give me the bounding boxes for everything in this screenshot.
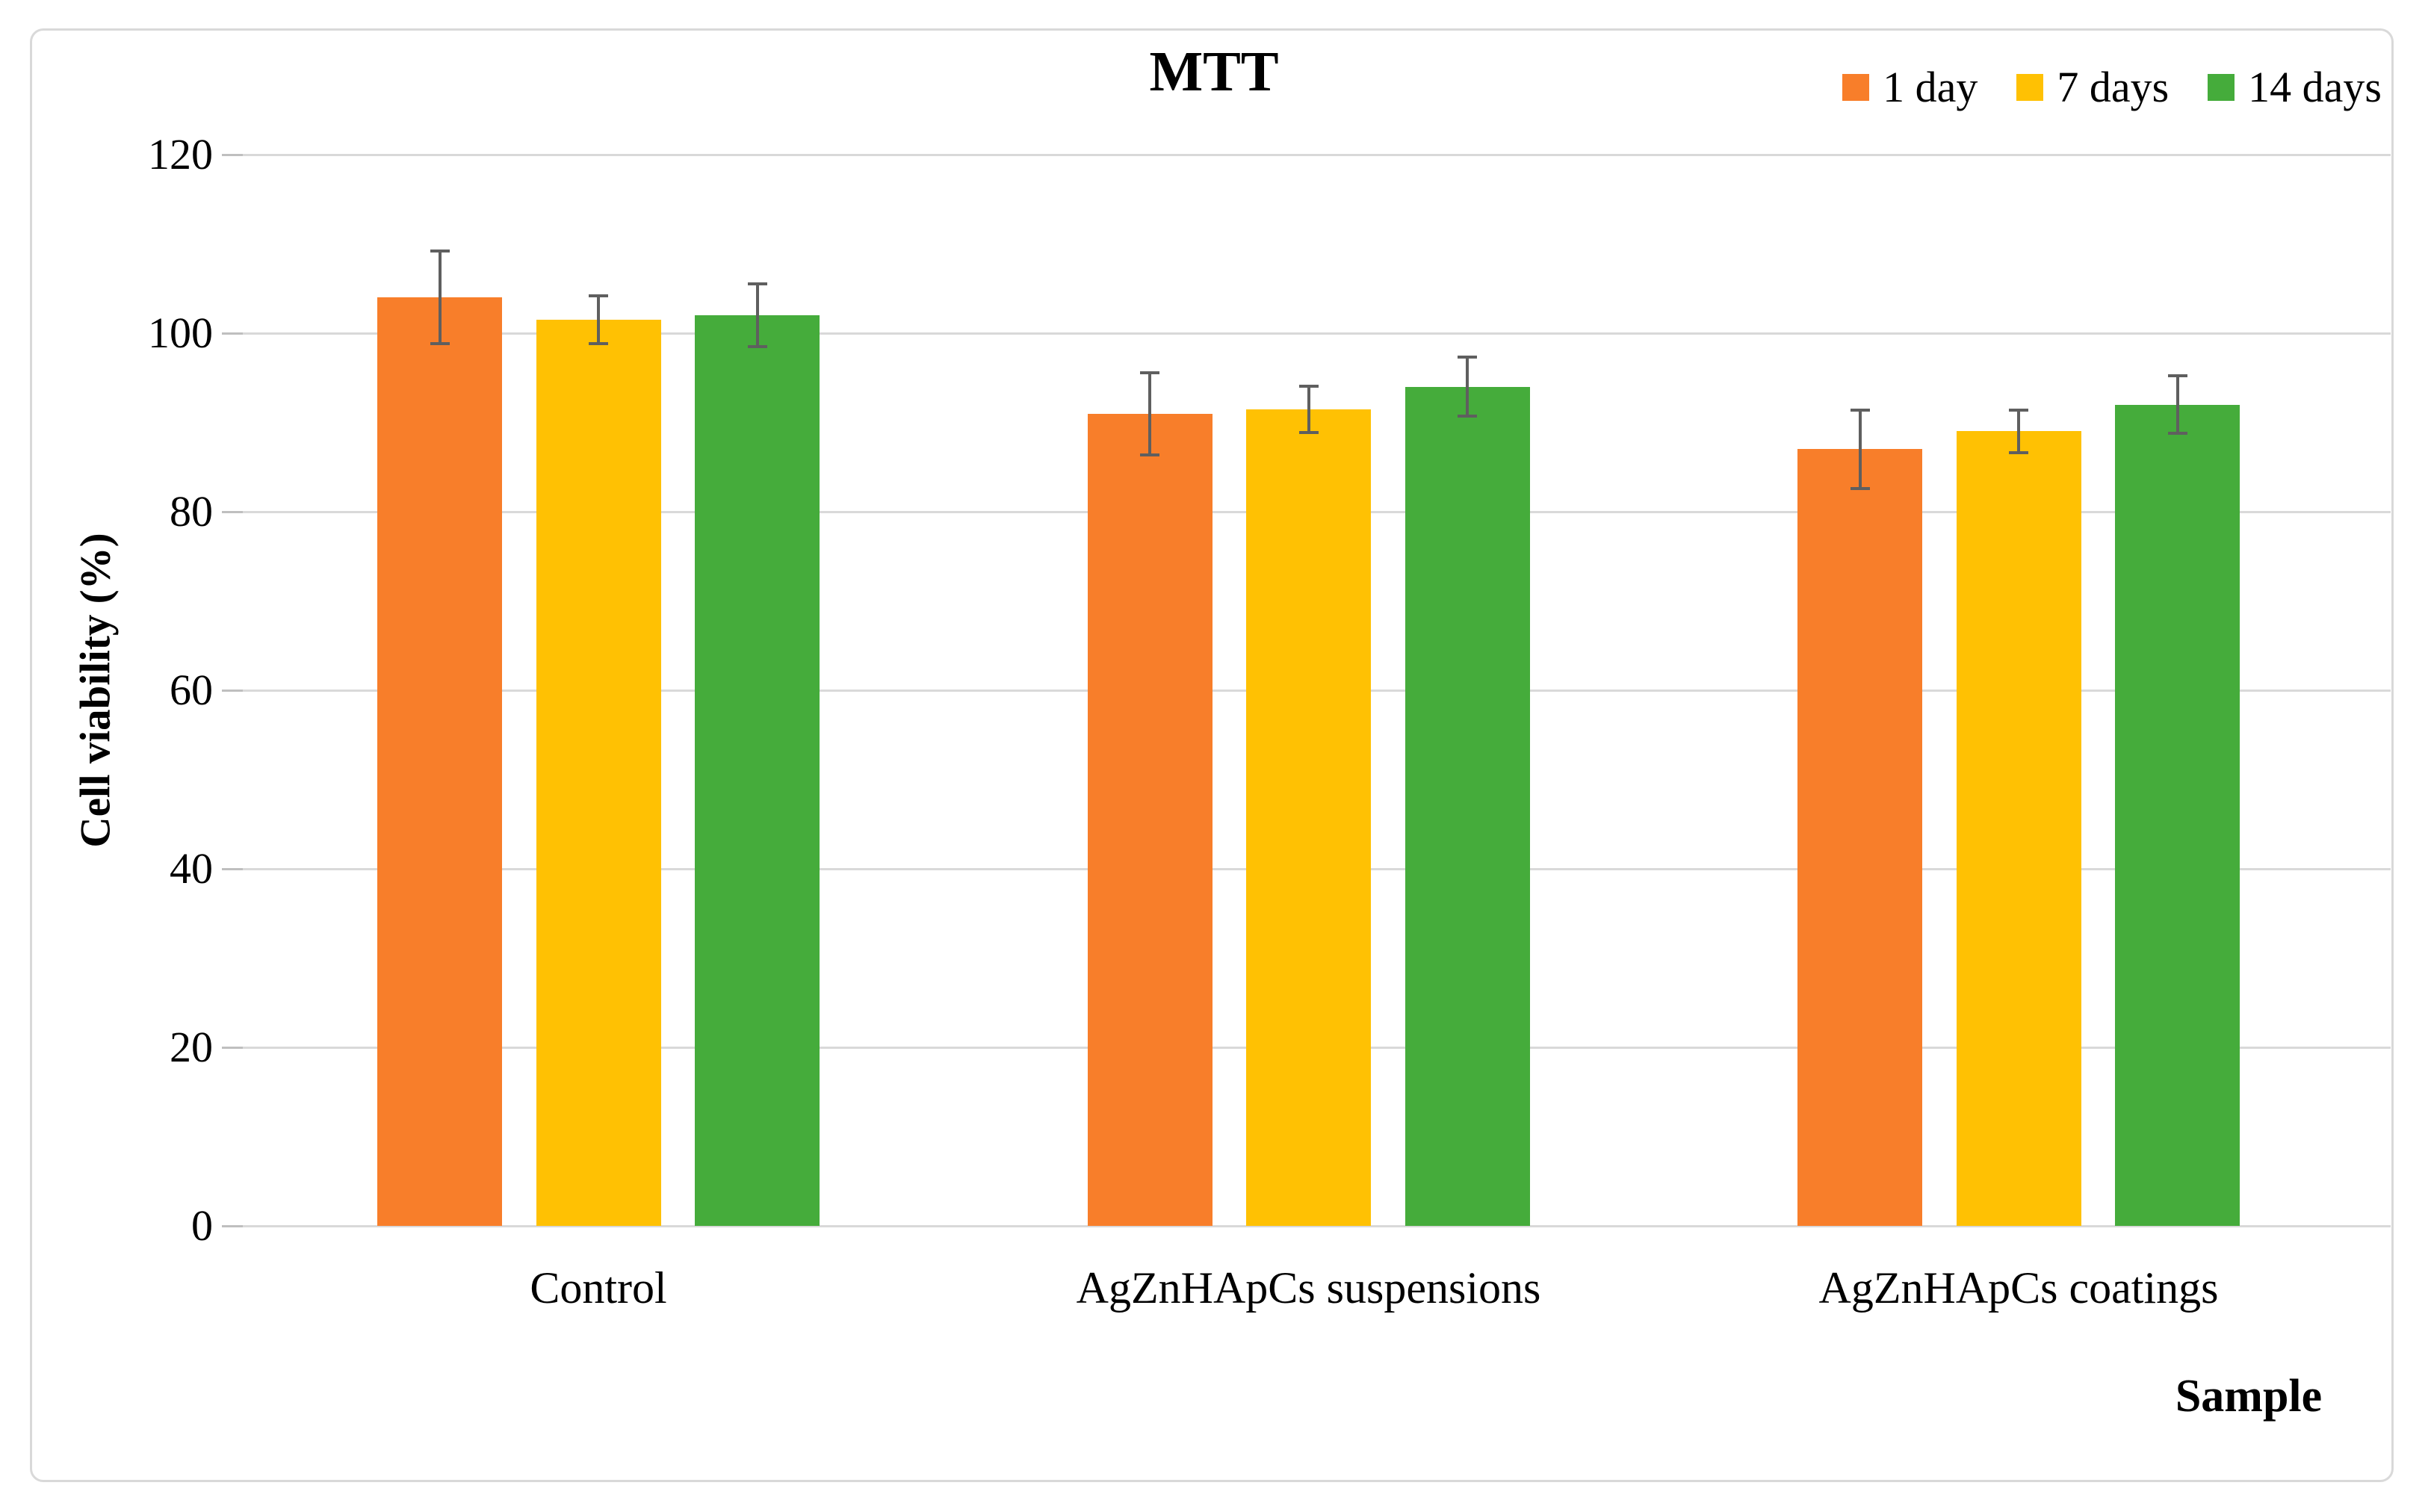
x-axis-category-label-agznhapcs-suspensions: AgZnHApCs suspensions <box>1076 1263 1541 1313</box>
y-axis-tick-mark-0 <box>222 1225 243 1227</box>
y-axis-tick-mark-120 <box>222 154 243 156</box>
bar-agznhapcs-suspensions-1-day <box>1088 414 1213 1226</box>
y-axis-tick-label-20: 20 <box>170 1023 213 1071</box>
error-bar-bottom-cap-control-14-days <box>748 345 767 348</box>
bar-agznhapcs-suspensions-14-days <box>1405 387 1530 1226</box>
legend-label-14-days: 14 days <box>2248 63 2382 111</box>
chart-title: MTT <box>1149 40 1279 103</box>
error-bar-top-cap-agznhapcs-suspensions-7-days <box>1299 385 1319 388</box>
error-bar-bottom-cap-agznhapcs-suspensions-7-days <box>1299 431 1319 434</box>
y-axis-tick-label-60: 60 <box>170 666 213 714</box>
error-bar-agznhapcs-suspensions-1-day <box>1148 373 1151 455</box>
error-bar-bottom-cap-control-7-days <box>589 342 608 345</box>
error-bar-top-cap-agznhapcs-suspensions-1-day <box>1140 371 1159 374</box>
y-axis-tick-mark-100 <box>222 332 243 335</box>
error-bar-agznhapcs-coatings-7-days <box>2017 410 2020 453</box>
y-axis-tick-mark-60 <box>222 690 243 692</box>
legend-swatch-7-days <box>2016 74 2044 101</box>
y-axis-tick-label-100: 100 <box>148 309 213 357</box>
chart-border-frame <box>30 28 2394 1482</box>
x-axis-title: Sample <box>2175 1371 2323 1422</box>
legend-item-1-day: 1 day <box>1842 66 1978 109</box>
legend-label-7-days: 7 days <box>2057 63 2170 111</box>
legend-item-7-days: 7 days <box>2016 66 2169 109</box>
bar-control-14-days <box>695 315 820 1226</box>
legend-item-14-days: 14 days <box>2208 66 2382 109</box>
gridline-0 <box>243 1225 2391 1227</box>
error-bar-top-cap-agznhapcs-coatings-7-days <box>2009 409 2028 412</box>
legend-swatch-1-day <box>1842 74 1870 101</box>
x-axis-category-label-agznhapcs-coatings: AgZnHApCs coatings <box>1818 1263 2219 1313</box>
y-axis-tick-mark-40 <box>222 868 243 870</box>
error-bar-agznhapcs-coatings-1-day <box>1859 410 1862 489</box>
error-bar-bottom-cap-control-1-day <box>430 342 450 345</box>
x-axis-category-label-control: Control <box>530 1263 667 1313</box>
error-bar-bottom-cap-agznhapcs-suspensions-1-day <box>1140 453 1159 456</box>
error-bar-top-cap-control-7-days <box>589 294 608 297</box>
legend-swatch-14-days <box>2208 74 2235 101</box>
error-bar-top-cap-control-14-days <box>748 282 767 285</box>
error-bar-bottom-cap-agznhapcs-coatings-7-days <box>2009 451 2028 454</box>
bar-agznhapcs-coatings-7-days <box>1957 431 2081 1226</box>
y-axis-tick-mark-80 <box>222 511 243 513</box>
error-bar-bottom-cap-agznhapcs-coatings-1-day <box>1851 487 1870 490</box>
bar-agznhapcs-suspensions-7-days <box>1246 409 1371 1226</box>
y-axis-tick-label-120: 120 <box>148 130 213 179</box>
error-bar-bottom-cap-agznhapcs-suspensions-14-days <box>1458 415 1477 418</box>
bar-control-7-days <box>536 320 661 1226</box>
error-bar-bottom-cap-agznhapcs-coatings-14-days <box>2168 432 2187 435</box>
gridline-120 <box>243 154 2391 156</box>
y-axis-tick-label-80: 80 <box>170 487 213 536</box>
error-bar-top-cap-agznhapcs-coatings-14-days <box>2168 374 2187 377</box>
error-bar-agznhapcs-suspensions-7-days <box>1307 386 1310 433</box>
error-bar-top-cap-control-1-day <box>430 250 450 252</box>
error-bar-control-14-days <box>756 284 759 347</box>
error-bar-control-1-day <box>439 251 442 344</box>
y-axis-tick-label-40: 40 <box>170 844 213 893</box>
y-axis-tick-label-0: 0 <box>191 1201 213 1250</box>
gridline-100 <box>243 332 2391 335</box>
error-bar-top-cap-agznhapcs-suspensions-14-days <box>1458 356 1477 359</box>
error-bar-control-7-days <box>597 296 600 344</box>
error-bar-top-cap-agznhapcs-coatings-1-day <box>1851 409 1870 412</box>
legend: 1 day 7 days 14 days <box>1842 66 2382 109</box>
bar-agznhapcs-coatings-1-day <box>1797 449 1922 1226</box>
error-bar-agznhapcs-coatings-14-days <box>2176 376 2179 433</box>
bar-agznhapcs-coatings-14-days <box>2115 405 2240 1226</box>
bar-control-1-day <box>377 297 502 1226</box>
error-bar-agznhapcs-suspensions-14-days <box>1466 357 1469 416</box>
y-axis-tick-mark-20 <box>222 1047 243 1049</box>
legend-label-1-day: 1 day <box>1883 63 1978 111</box>
